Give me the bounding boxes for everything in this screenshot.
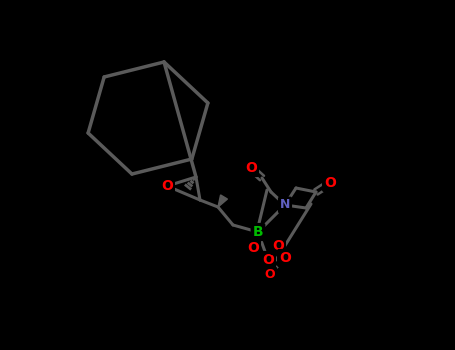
Text: O: O	[265, 268, 275, 281]
Text: O: O	[262, 253, 274, 267]
Text: O: O	[324, 176, 336, 190]
Text: N: N	[280, 198, 290, 211]
Text: O: O	[247, 241, 259, 255]
Text: O: O	[272, 239, 284, 253]
Text: B: B	[253, 225, 263, 239]
Text: O: O	[161, 179, 173, 193]
Text: O: O	[245, 161, 257, 175]
Text: O: O	[279, 251, 291, 265]
Polygon shape	[218, 195, 228, 207]
